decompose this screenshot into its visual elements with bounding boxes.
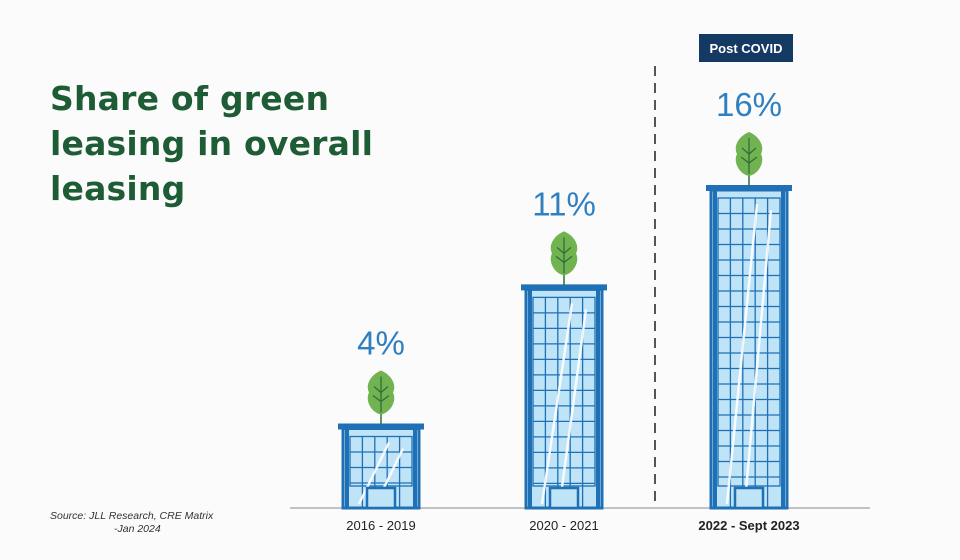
category-label: 2020 - 2021 <box>529 518 598 533</box>
source-date: -Jan 2024 <box>114 523 161 535</box>
bar <box>338 370 424 510</box>
value-label: 16% <box>716 86 782 123</box>
value-label: 4% <box>357 325 405 362</box>
building-door <box>733 486 765 510</box>
building-roof <box>521 284 607 291</box>
building-door <box>365 486 397 510</box>
building-door <box>548 486 580 510</box>
title-text: Share of green leasing in overall leasin… <box>50 79 374 208</box>
glass-reflection <box>540 303 588 505</box>
post-covid-badge: Post COVID <box>699 34 793 62</box>
bar <box>521 231 607 510</box>
tree-icon <box>735 132 763 186</box>
source-note: Source: JLL Research, CRE Matrix -Jan 20… <box>50 510 250 536</box>
source-line: Source: JLL Research, CRE Matrix <box>50 510 214 522</box>
building-roof <box>338 423 424 430</box>
category-label: 2016 - 2019 <box>346 518 415 533</box>
window-grid <box>717 197 781 508</box>
value-label: 11% <box>532 185 596 222</box>
bar <box>706 132 792 510</box>
glass-reflection <box>725 203 773 505</box>
tree-icon <box>367 370 395 425</box>
tree-icon <box>550 231 578 286</box>
post-covid-label: Post COVID <box>710 41 783 56</box>
building-roof <box>706 185 792 191</box>
category-label: 2022 - Sept 2023 <box>698 518 799 533</box>
